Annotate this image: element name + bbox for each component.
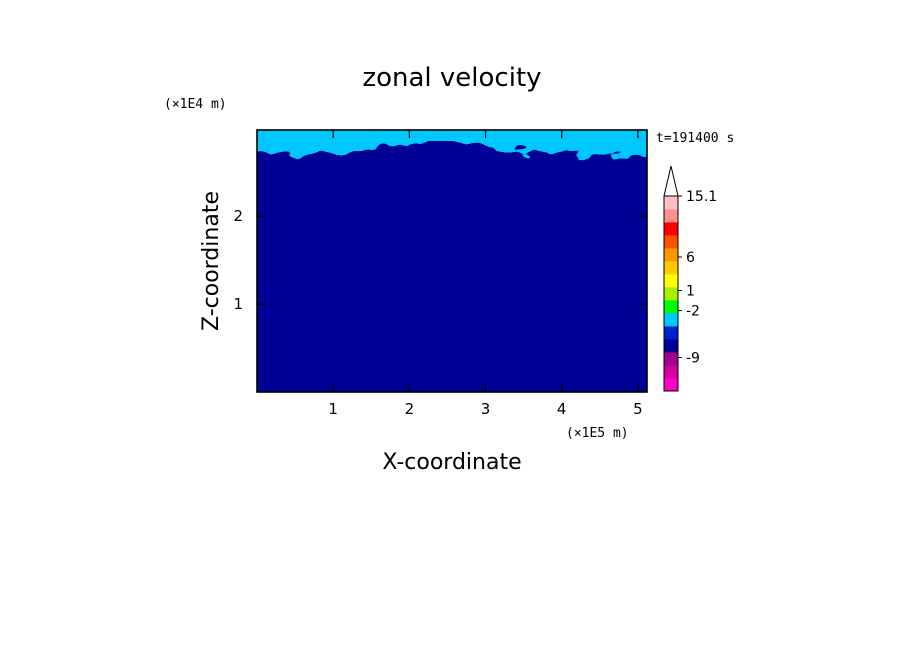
plot-area [257,130,647,392]
y-tick-label: 2 [233,207,243,225]
colorbar-label: 6 [686,250,695,266]
x-tick-label: 2 [405,400,415,418]
y-axis-label: Z-coordinate [199,191,224,331]
colorbar-frame [663,195,679,392]
colorbar-swatch [664,313,678,327]
colorbar-swatch [664,287,678,301]
colorbar-extend-arrow [663,165,679,197]
colorbar-swatch [664,209,678,223]
colorbar-swatch [664,365,678,379]
y-ticks: 12 [233,207,647,313]
colorbar-label: 1 [686,283,695,299]
x-tick-label: 1 [328,400,338,418]
x-tick-label: 4 [557,400,567,418]
time-label: t=191400 s [656,131,734,146]
chart-title: zonal velocity [362,63,541,93]
colorbar-swatch [664,235,678,249]
colorbar-label: -2 [686,304,700,320]
y-tick-label: 1 [233,295,243,313]
contour-band-5 [257,141,647,392]
colorbar-swatch [664,352,678,366]
contour-field [257,141,647,392]
colorbar-swatch [664,248,678,262]
colorbar-label: -9 [686,350,700,366]
x-axis-label: X-coordinate [382,450,521,475]
x-tick-label: 3 [481,400,491,418]
x-tick-label: 5 [633,400,643,418]
y-scale-label: (×1E4 m) [164,97,227,112]
colorbar-swatch [664,196,678,210]
colorbar-swatch [664,300,678,314]
colorbar-label: 15.1 [686,189,717,205]
colorbar-swatch [664,261,678,275]
colorbar-swatch [664,274,678,288]
plot-frame [256,129,648,393]
colorbar-swatch [664,378,678,392]
x-scale-label: (×1E5 m) [566,426,629,441]
colorbar-swatch [664,222,678,236]
colorbar-swatch [664,326,678,340]
colorbar: 15.1 6 1 -2 -9 [663,165,717,392]
colorbar-swatch [664,339,678,353]
x-ticks: 1 2 3 4 5 [328,130,643,418]
